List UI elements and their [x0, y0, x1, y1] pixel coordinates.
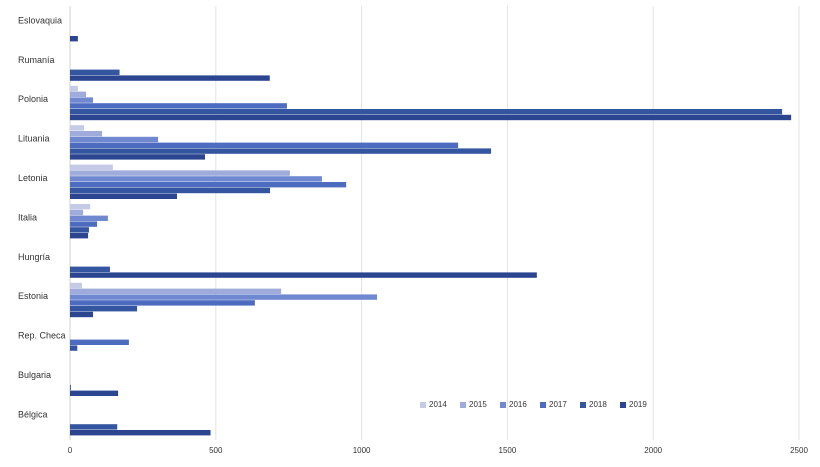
- y-tick-label: Bélgica: [18, 409, 48, 419]
- y-tick-label: Bulgaria: [18, 370, 51, 380]
- bar: [70, 390, 119, 396]
- bar: [70, 182, 347, 188]
- bar: [70, 114, 792, 121]
- bar: [70, 164, 113, 170]
- bar: [70, 103, 287, 109]
- y-tick-label: Italia: [18, 212, 37, 222]
- bar: [70, 384, 71, 391]
- bar: [70, 430, 211, 436]
- legend-label: 2019: [629, 400, 647, 409]
- x-tick-label: 2000: [644, 446, 662, 455]
- bar: [70, 91, 87, 97]
- y-tick-label: Estonia: [18, 291, 48, 301]
- legend-label: 2015: [469, 400, 487, 409]
- legend-swatch: [460, 402, 466, 408]
- bar: [70, 215, 108, 221]
- legend-label: 2014: [429, 400, 447, 409]
- bar: [70, 69, 120, 75]
- bar: [70, 204, 91, 210]
- x-tick-label: 500: [209, 446, 223, 455]
- legend-label: 2018: [589, 400, 607, 409]
- legend-swatch: [580, 402, 586, 408]
- bar: [70, 209, 84, 216]
- bar: [70, 131, 103, 137]
- legend-swatch: [500, 402, 506, 408]
- bar: [70, 424, 118, 430]
- x-tick-label: 1500: [499, 446, 517, 455]
- legend-swatch: [540, 402, 546, 408]
- y-tick-label: Polonia: [18, 94, 48, 104]
- bar: [70, 75, 270, 81]
- bar: [70, 136, 159, 143]
- bar: [70, 266, 110, 272]
- bar: [70, 176, 322, 182]
- bar: [70, 170, 290, 176]
- bar: [70, 148, 492, 154]
- bar: [70, 288, 282, 294]
- bar: [70, 311, 94, 318]
- y-tick-label: Lituania: [18, 134, 50, 144]
- legend-label: 2017: [549, 400, 567, 409]
- bar: [70, 306, 138, 312]
- bar: [70, 85, 78, 92]
- bar: [70, 345, 78, 351]
- y-tick-label: Letonia: [18, 173, 48, 183]
- x-tick-label: 2500: [790, 446, 808, 455]
- bar: [70, 125, 84, 131]
- bar: [70, 282, 82, 289]
- y-tick-label: Eslovaquia: [18, 15, 62, 25]
- y-tick-label: Rumanía: [18, 55, 55, 65]
- bar: [70, 272, 537, 278]
- bar: [70, 97, 94, 103]
- bar: [70, 227, 89, 233]
- legend-swatch: [420, 402, 426, 408]
- y-tick-label: Hungría: [18, 252, 50, 262]
- bar: [70, 221, 98, 227]
- legend-label: 2016: [509, 400, 527, 409]
- legend-swatch: [620, 402, 626, 408]
- x-tick-label: 1000: [353, 446, 371, 455]
- bar: [70, 233, 89, 239]
- bar: [70, 142, 459, 148]
- bar: [70, 294, 378, 300]
- x-tick-label: 0: [68, 446, 73, 455]
- bar: [70, 193, 178, 199]
- bar: [70, 187, 271, 194]
- y-tick-label: Rep. Checa: [18, 331, 66, 341]
- bar: [70, 300, 255, 306]
- bar: [70, 339, 129, 345]
- bar: [70, 109, 783, 115]
- bar: [70, 36, 78, 42]
- bar: [70, 154, 206, 160]
